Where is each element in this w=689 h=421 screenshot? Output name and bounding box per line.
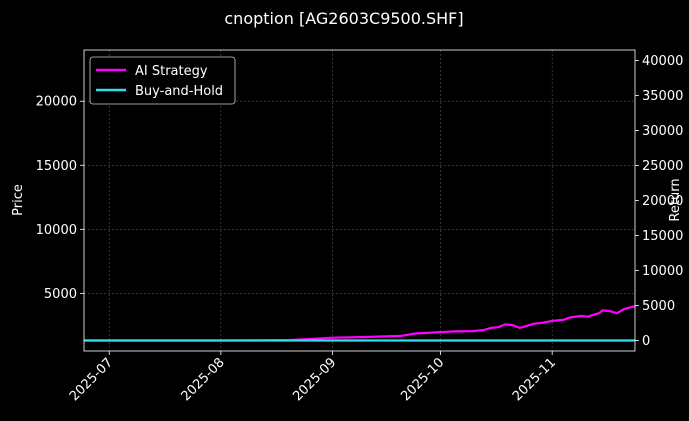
- legend-box: [89, 56, 236, 105]
- y-left-tick-label: 5000: [44, 287, 77, 302]
- y-axis-right-title: Return: [668, 178, 683, 221]
- y-right-tick-label: 10000: [642, 264, 683, 279]
- y-right-tick-label: 25000: [642, 159, 683, 174]
- series-line-ai-strategy: [84, 305, 636, 342]
- legend-label-ai-strategy: AI Strategy: [135, 64, 208, 79]
- y-left-tick-label: 15000: [36, 159, 77, 174]
- y-right-tick-label: 30000: [642, 124, 683, 139]
- y-right-tick-label: 0: [642, 334, 650, 349]
- legend: AI Strategy Buy-and-Hold: [89, 56, 236, 105]
- series-layer: [84, 305, 636, 342]
- y-right-tick-label: 15000: [642, 229, 683, 244]
- y-right-tick-label: 40000: [642, 54, 683, 69]
- legend-label-buy-and-hold: Buy-and-Hold: [135, 84, 223, 99]
- y-left-tick-label: 20000: [36, 95, 77, 110]
- y-right-tick-label: 35000: [642, 89, 683, 104]
- chart-title: cnoption [AG2603C9500.SHF]: [224, 9, 463, 28]
- y-right-tick-label: 5000: [642, 299, 675, 314]
- y-right-tick-label: 20000: [642, 194, 683, 209]
- y-left-tick-label: 10000: [36, 223, 77, 238]
- y-axis-left-title: Price: [11, 184, 26, 216]
